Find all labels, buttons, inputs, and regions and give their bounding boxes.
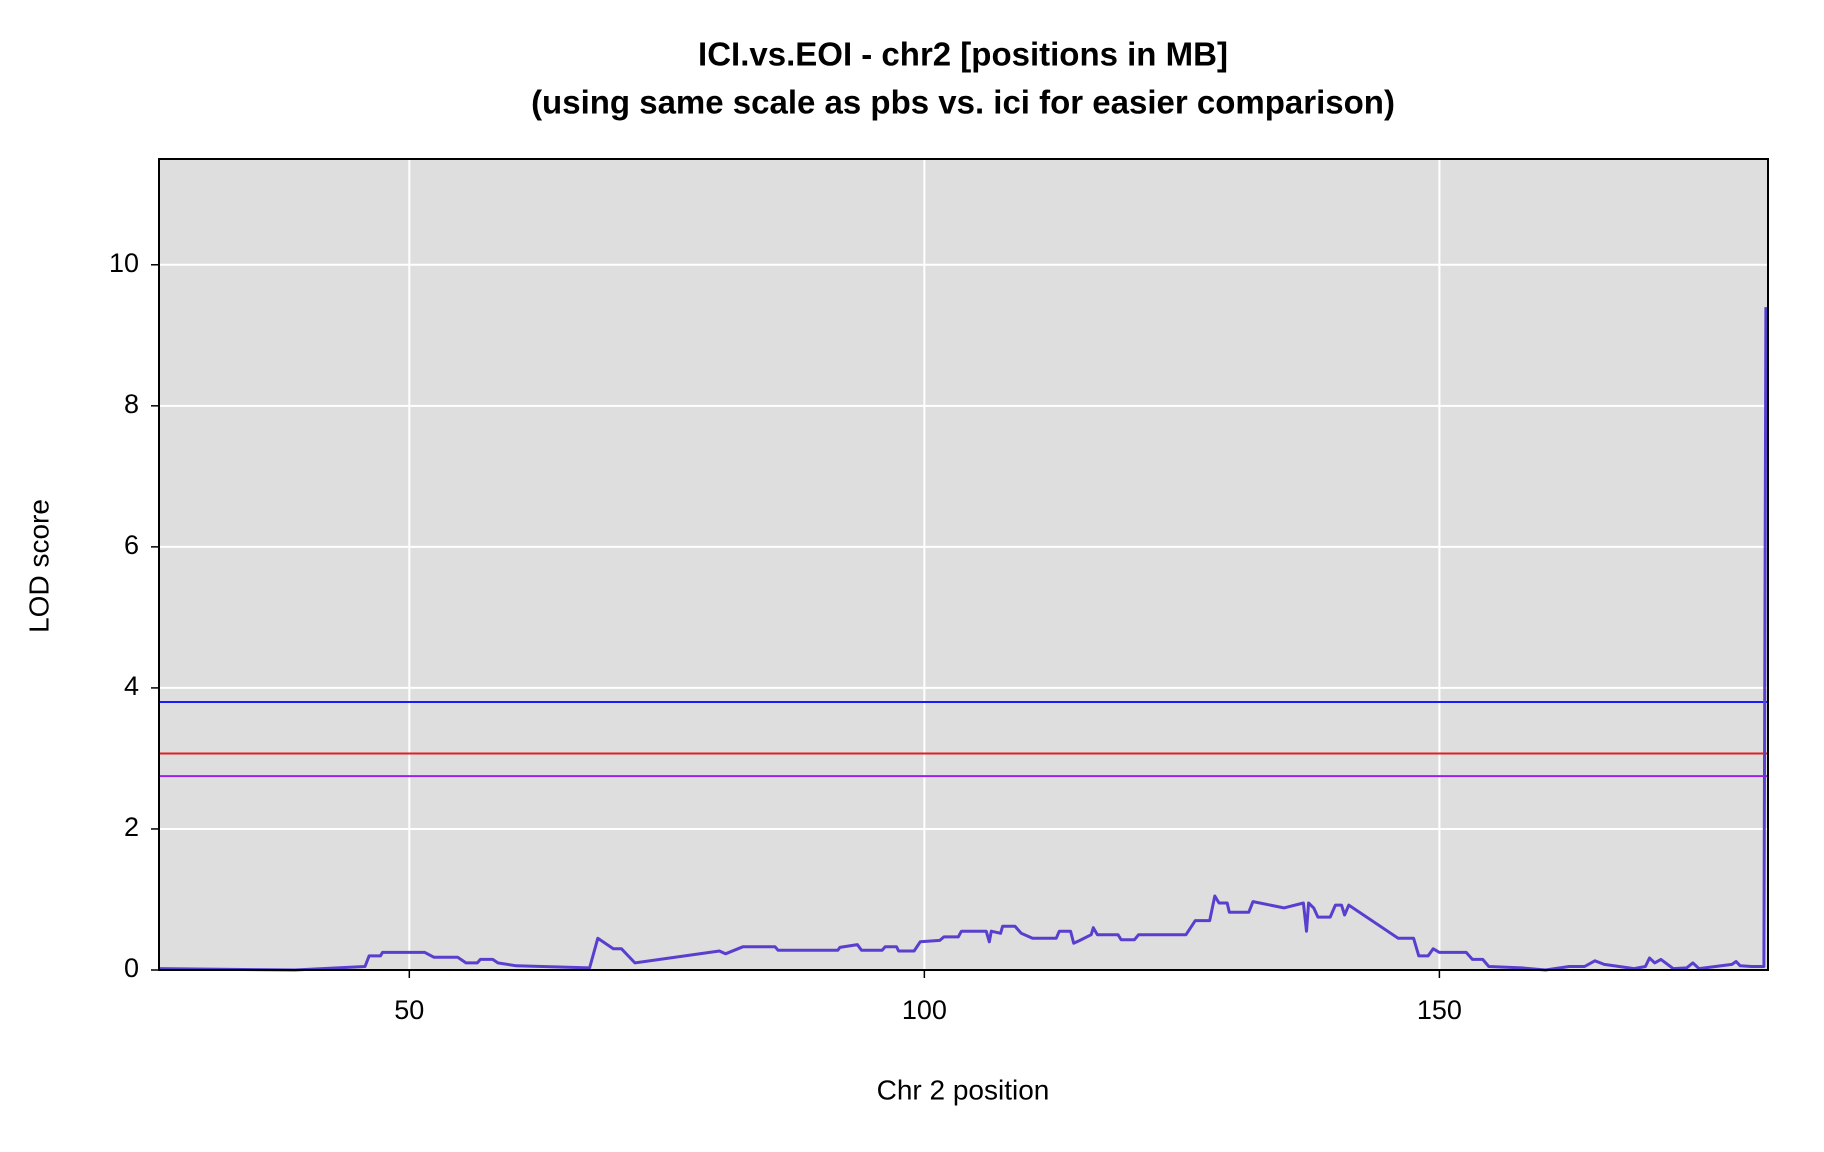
plot-layer: 50 100 150 0 2 4 6 8 10 — [109, 158, 1769, 1025]
y-tick-label: 2 — [124, 812, 139, 842]
chart-title: ICI.vs.EOI - chr2 [positions in MB] — [698, 36, 1228, 73]
x-tick-label: 150 — [1417, 995, 1462, 1025]
y-tick-label: 8 — [124, 389, 139, 419]
x-tick-label: 100 — [902, 995, 947, 1025]
y-axis-label: LOD score — [23, 499, 54, 633]
y-tick-label: 10 — [109, 248, 139, 278]
x-tick-label: 50 — [394, 995, 424, 1025]
y-tick-label: 4 — [124, 671, 139, 701]
chart-subtitle: (using same scale as pbs vs. ici for eas… — [531, 84, 1395, 121]
plot-frame — [158, 158, 1769, 971]
y-tick-label: 0 — [124, 953, 139, 983]
lod-curve — [158, 307, 1768, 972]
x-axis-label: Chr 2 position — [877, 1074, 1050, 1105]
plot-background — [159, 159, 1768, 970]
y-tick-label: 6 — [124, 530, 139, 560]
